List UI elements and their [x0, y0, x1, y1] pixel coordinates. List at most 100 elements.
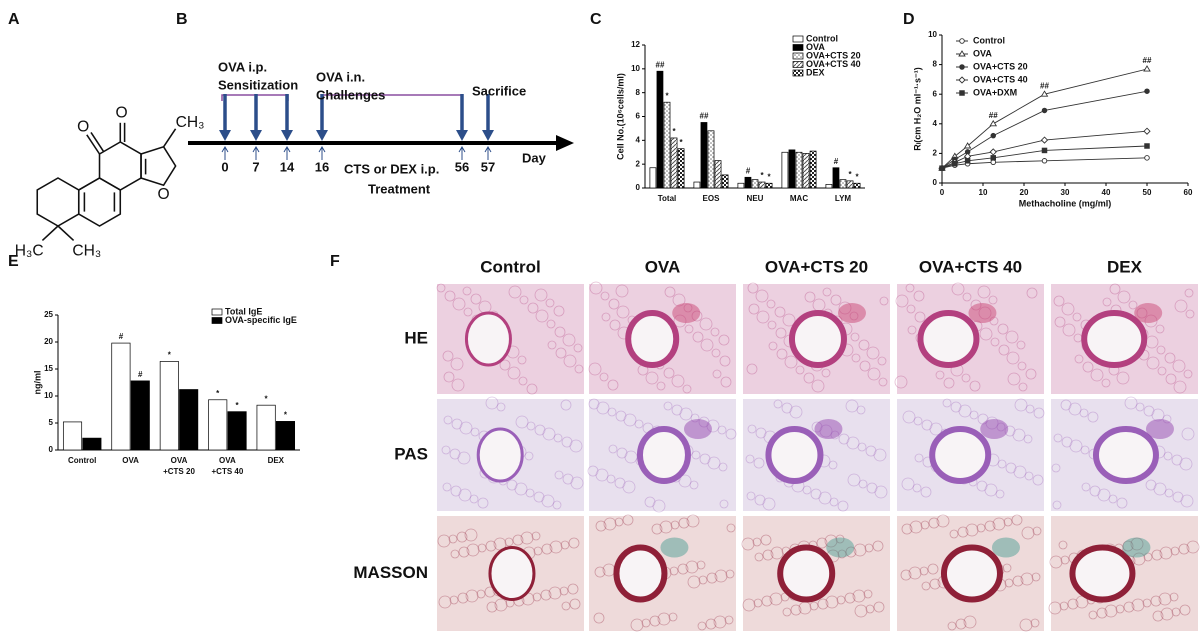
legend-label: Total IgE: [225, 306, 262, 316]
y-tick-label: 6: [933, 89, 938, 98]
legend-label: OVA+CTS 40: [806, 59, 861, 69]
tissue-cell: [811, 421, 823, 433]
ring: [98, 141, 142, 191]
tissue-cell: [663, 367, 675, 379]
x-tick-label: Control: [68, 456, 96, 465]
tissue-cell: [1116, 497, 1128, 509]
tissue-cell: [705, 618, 717, 630]
event-label: Sacrifice: [472, 83, 526, 98]
tissue-cell: [774, 306, 786, 318]
tissue-cell: [518, 376, 528, 386]
tissue-cell: [725, 569, 735, 579]
tissue-cell: [921, 581, 931, 591]
bar: [82, 437, 102, 451]
airway: [788, 310, 847, 368]
tissue-cell: [1152, 610, 1164, 622]
tissue-cell: [1164, 488, 1174, 498]
tissue-cell: [754, 552, 764, 562]
airway: [765, 426, 824, 484]
tissue-cell: [594, 566, 606, 578]
tissue-cell: [541, 494, 555, 508]
tissue-cell: [664, 286, 676, 298]
tissue-cell: [846, 436, 860, 450]
tissue-cell: [1053, 295, 1065, 307]
tissue-cell: [560, 399, 572, 411]
tissue-cell: [776, 348, 788, 360]
tissue-cell: [1104, 604, 1118, 618]
tissue-cell: [663, 401, 673, 411]
tissue-cell: [1123, 601, 1135, 613]
tissue-cell: [634, 419, 644, 429]
tissue-cell: [553, 305, 565, 317]
infiltrate: [814, 419, 843, 439]
airway: [488, 546, 536, 601]
tissue-cell: [1151, 408, 1165, 422]
tissue-cell: [616, 447, 628, 459]
bar: [839, 179, 847, 189]
tissue-cell: [719, 499, 729, 509]
tissue-cell: [958, 404, 972, 418]
tissue-cell: [1155, 324, 1165, 334]
tissue-cell: [873, 448, 887, 462]
tissue-cell: [601, 312, 611, 322]
tissue-cell: [766, 299, 776, 309]
tissue-cell: [554, 470, 564, 480]
small-arrow-head: [221, 146, 229, 153]
tissue-cell: [767, 320, 777, 330]
tissue-cell: [1082, 361, 1094, 373]
tissue-cell: [671, 404, 683, 416]
panel-label: B: [176, 11, 188, 28]
bar: [670, 137, 678, 189]
tissue-cell: [1058, 540, 1068, 550]
bond: [162, 128, 177, 148]
tissue-cell: [935, 370, 945, 380]
tissue-cell: [449, 595, 459, 605]
tissue-cell: [669, 566, 679, 576]
tissue-cell: [652, 499, 666, 513]
tissue-cell: [977, 413, 989, 425]
tissue-cell: [559, 586, 569, 596]
tissue-cell: [1173, 380, 1187, 394]
tissue-cell: [1117, 290, 1131, 304]
x-tick-label: NEU: [747, 194, 764, 203]
day-label: 16: [315, 159, 329, 174]
tissue-cell: [1130, 537, 1144, 551]
tissue-cell: [852, 589, 866, 603]
tissue-cell: [921, 419, 933, 431]
tissue-cell: [1054, 316, 1066, 328]
tissue-cell: [963, 615, 977, 629]
tissue-cell: [552, 500, 562, 510]
tissue-cell: [768, 341, 778, 351]
arrow-head: [482, 130, 494, 141]
tissue-cell: [985, 416, 999, 430]
tissue-cell: [762, 497, 776, 511]
tissue-cell: [687, 575, 701, 589]
tissue-cell: [849, 311, 859, 321]
significance: ##: [700, 112, 709, 121]
tissue-cell: [1032, 474, 1044, 486]
tissue-cell: [928, 517, 940, 529]
event-label: CTS or DEX i.p.: [344, 161, 439, 176]
tissue-cell: [838, 433, 850, 445]
point: [964, 158, 971, 164]
tissue-cell: [691, 450, 701, 460]
airway: [777, 544, 836, 603]
y-tick-label: 2: [933, 149, 938, 158]
point: [963, 142, 972, 149]
legend-marker: [959, 38, 965, 44]
bar: [700, 122, 708, 189]
tissue-cell: [1025, 404, 1035, 414]
tissue-cell: [1164, 352, 1176, 364]
tissue-cell: [698, 416, 710, 428]
point: [952, 161, 958, 167]
tissue-cell: [902, 410, 916, 424]
tissue-cell: [978, 306, 992, 320]
tissue-cell: [678, 517, 690, 529]
tissue-cell: [1162, 414, 1172, 424]
bond: [86, 134, 101, 155]
bar: [159, 361, 179, 451]
point: [989, 148, 997, 156]
tissue-cell: [608, 444, 618, 454]
x-tick-label: OVA: [219, 456, 236, 465]
tissue-cell: [1101, 378, 1111, 388]
